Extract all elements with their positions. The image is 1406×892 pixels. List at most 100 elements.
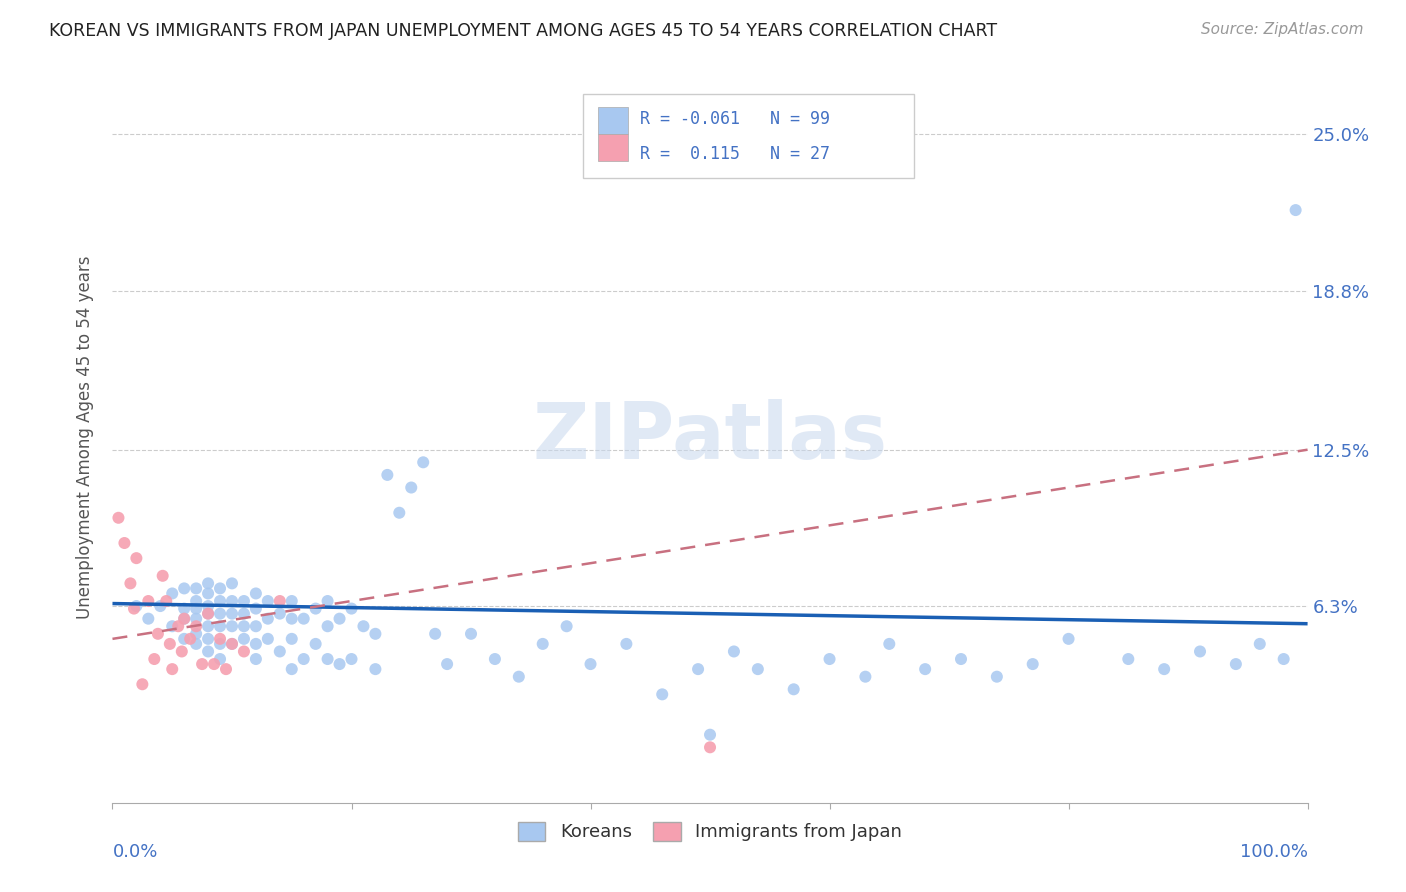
Point bbox=[818, 652, 841, 666]
Point bbox=[186, 594, 208, 608]
Point bbox=[401, 481, 423, 495]
Point bbox=[245, 619, 267, 633]
Y-axis label: Unemployment Among Ages 45 to 54 years: Unemployment Among Ages 45 to 54 years bbox=[76, 255, 94, 619]
Point bbox=[305, 637, 328, 651]
Point bbox=[155, 594, 177, 608]
Point bbox=[914, 662, 936, 676]
Point bbox=[281, 662, 304, 676]
Point bbox=[281, 594, 304, 608]
Point bbox=[1249, 637, 1271, 651]
Point bbox=[233, 619, 256, 633]
Text: ZIPatlas: ZIPatlas bbox=[533, 399, 887, 475]
Point bbox=[1057, 632, 1080, 646]
Point bbox=[484, 652, 506, 666]
Point bbox=[616, 637, 638, 651]
Text: Source: ZipAtlas.com: Source: ZipAtlas.com bbox=[1201, 22, 1364, 37]
Point bbox=[162, 619, 183, 633]
Point bbox=[159, 637, 181, 651]
Point bbox=[197, 586, 219, 600]
Point bbox=[143, 652, 166, 666]
Point bbox=[269, 607, 291, 621]
Point bbox=[340, 652, 363, 666]
Point bbox=[233, 644, 256, 658]
Point bbox=[723, 644, 745, 658]
Point bbox=[377, 467, 399, 482]
Point bbox=[209, 582, 232, 596]
Point bbox=[233, 632, 256, 646]
Text: 0.0%: 0.0% bbox=[112, 843, 157, 861]
Point bbox=[1118, 652, 1140, 666]
Point bbox=[245, 601, 267, 615]
Point bbox=[197, 599, 219, 613]
Point bbox=[191, 657, 214, 671]
Point bbox=[340, 601, 363, 615]
Point bbox=[1153, 662, 1175, 676]
Point bbox=[221, 637, 243, 651]
Text: 100.0%: 100.0% bbox=[1240, 843, 1308, 861]
Point bbox=[555, 619, 578, 633]
Point bbox=[508, 670, 530, 684]
Point bbox=[329, 612, 352, 626]
Point bbox=[209, 637, 232, 651]
Point bbox=[329, 657, 352, 671]
Point bbox=[316, 594, 339, 608]
Point bbox=[747, 662, 769, 676]
Point bbox=[245, 586, 267, 600]
Point bbox=[209, 619, 232, 633]
Point bbox=[986, 670, 1008, 684]
Point bbox=[269, 594, 291, 608]
Point bbox=[245, 637, 267, 651]
Point bbox=[364, 662, 387, 676]
Point bbox=[221, 594, 243, 608]
Point bbox=[173, 612, 195, 626]
Point bbox=[197, 607, 219, 621]
Point bbox=[186, 627, 208, 641]
Point bbox=[1225, 657, 1247, 671]
Point bbox=[197, 619, 219, 633]
Point bbox=[197, 632, 219, 646]
Point bbox=[209, 652, 232, 666]
Point bbox=[162, 662, 183, 676]
Point bbox=[122, 601, 145, 615]
Point bbox=[173, 582, 195, 596]
Point bbox=[257, 594, 280, 608]
Text: R =  0.115   N = 27: R = 0.115 N = 27 bbox=[640, 145, 830, 163]
Point bbox=[257, 632, 280, 646]
Point bbox=[131, 677, 153, 691]
Point bbox=[257, 612, 280, 626]
Point bbox=[138, 612, 160, 626]
Point bbox=[245, 652, 267, 666]
Point bbox=[651, 687, 673, 701]
Point bbox=[531, 637, 554, 651]
Point bbox=[186, 601, 208, 615]
Point bbox=[162, 586, 183, 600]
Point bbox=[197, 644, 219, 658]
Point bbox=[202, 657, 225, 671]
Point bbox=[173, 612, 195, 626]
Text: R = -0.061   N = 99: R = -0.061 N = 99 bbox=[640, 110, 830, 128]
Point bbox=[316, 652, 339, 666]
Point bbox=[281, 612, 304, 626]
Point bbox=[173, 601, 195, 615]
Point bbox=[281, 632, 304, 646]
Point bbox=[209, 607, 232, 621]
Point bbox=[1272, 652, 1295, 666]
Point bbox=[167, 619, 190, 633]
Point bbox=[782, 682, 804, 697]
Point bbox=[305, 601, 328, 615]
Point bbox=[364, 627, 387, 641]
Point bbox=[233, 607, 256, 621]
Point bbox=[209, 632, 232, 646]
Text: KOREAN VS IMMIGRANTS FROM JAPAN UNEMPLOYMENT AMONG AGES 45 TO 54 YEARS CORRELATI: KOREAN VS IMMIGRANTS FROM JAPAN UNEMPLOY… bbox=[49, 22, 997, 40]
Point bbox=[114, 536, 135, 550]
Point bbox=[125, 599, 148, 613]
Point bbox=[436, 657, 458, 671]
Point bbox=[197, 576, 219, 591]
Point bbox=[292, 652, 315, 666]
Point bbox=[425, 627, 447, 641]
Point bbox=[269, 644, 291, 658]
Point bbox=[292, 612, 315, 626]
Point bbox=[688, 662, 710, 676]
Point bbox=[138, 594, 160, 608]
Point bbox=[233, 594, 256, 608]
